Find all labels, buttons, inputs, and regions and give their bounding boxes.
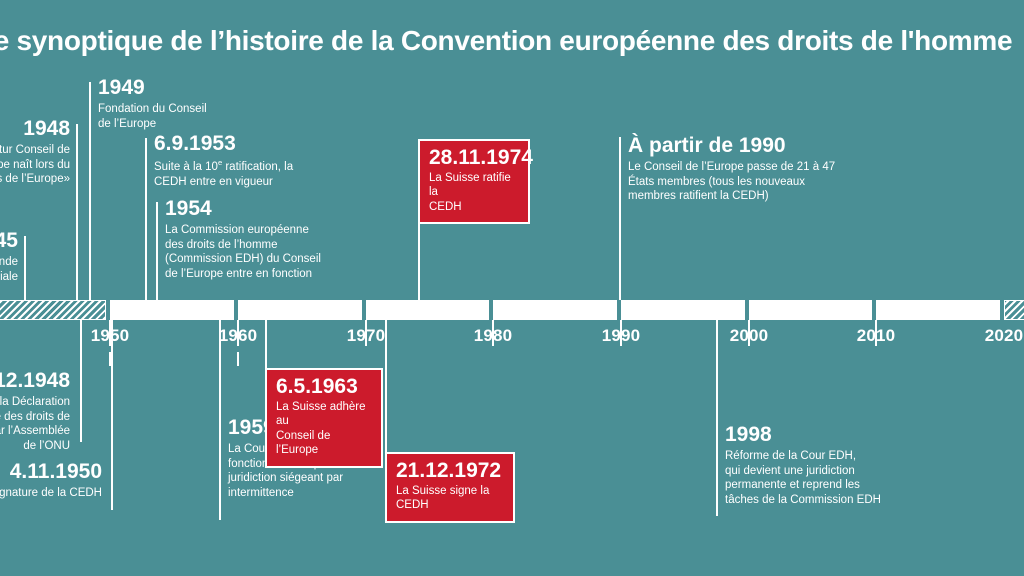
- axis-label-2000: 2000: [729, 326, 769, 345]
- event-1948-year: 1948: [23, 117, 70, 140]
- axis-tick-2010: [875, 320, 877, 346]
- axis-segment-2010s: [876, 300, 1000, 320]
- event-1972: 21.12.1972 La Suisse signe la CEDH: [385, 452, 515, 523]
- axis-label-1990: 1990: [601, 326, 641, 345]
- event-1972-desc: La Suisse signe la CEDH: [396, 485, 490, 512]
- event-1948-desc: futur Conseil de rope naît lors du rès d…: [0, 144, 70, 186]
- event-1990-desc: Le Conseil de l’Europe passe de 21 à 47 …: [628, 161, 836, 203]
- axis-segment-1980s: [493, 300, 617, 320]
- axis-label-2010: 2010: [856, 326, 896, 345]
- stem-1974: [418, 196, 420, 300]
- stem-1949: [89, 82, 91, 300]
- timeline-axis: [0, 300, 1024, 320]
- axis-segment-pre1950: [0, 300, 106, 320]
- event-1953-desc-post: ratification, la CEDH entre en vigueur: [154, 160, 294, 188]
- event-1950-signature-desc: Signature de la CEDH: [0, 487, 102, 500]
- event-1953-desc-pre: Suite à la 10: [154, 160, 218, 173]
- event-1948-december-year: .12.1948: [0, 369, 70, 392]
- axis-tick-1950: [109, 320, 111, 346]
- event-1953-desc: Suite à la 10e ratification, la CEDH ent…: [154, 158, 384, 189]
- event-1954-year: 1954: [165, 197, 212, 220]
- axis-segment-1950s: [110, 300, 234, 320]
- axis-segment-1990s: [621, 300, 745, 320]
- axis-label-1960: 1960: [218, 326, 258, 345]
- event-1950-signature-year: 4.11.1950: [9, 460, 102, 483]
- event-1998-year: 1998: [725, 423, 772, 446]
- stem-1948: [76, 124, 78, 300]
- event-1945: 945 Seconde ondiale: [0, 229, 18, 284]
- event-1974-desc: La Suisse ratifie la CEDH: [429, 172, 511, 213]
- stem-1953: [145, 138, 147, 300]
- stem-1954: [156, 202, 158, 300]
- axis-tick-1980: [492, 320, 494, 346]
- event-1998: 1998 Réforme de la Cour EDH, qui devient…: [725, 423, 935, 508]
- axis-tick-1960: [237, 320, 239, 346]
- event-1974: 28.11.1974 La Suisse ratifie la CEDH: [418, 139, 533, 225]
- axis-segment-2000s: [749, 300, 872, 320]
- axis-tick-1950-lower: [109, 352, 111, 366]
- stem-1959: [219, 320, 221, 520]
- axis-label-2020: 2020: [984, 326, 1024, 345]
- stem-1963: [265, 320, 267, 368]
- event-1963-desc: La Suisse adhère au Conseil de l’Europe: [276, 401, 366, 457]
- event-1963-year: 6.5.1963: [276, 375, 358, 398]
- event-1954-desc: La Commission européenne des droits de l…: [165, 224, 321, 281]
- event-1949-desc: Fondation du Conseil de l’Europe: [98, 103, 207, 130]
- axis-tick-2000: [748, 320, 750, 346]
- event-1963: 6.5.1963 La Suisse adhère au Conseil de …: [265, 368, 383, 468]
- event-1990-year: À partir de 1990: [628, 134, 786, 157]
- event-1953-desc-ordinal: e: [217, 158, 223, 168]
- event-1953: 6.9.1953 Suite à la 10e ratification, la…: [154, 132, 384, 189]
- axis-tick-1990: [620, 320, 622, 346]
- page-title: e synoptique de l’histoire de la Convent…: [0, 25, 1013, 56]
- stem-1990: [619, 137, 621, 300]
- event-1945-desc: Seconde ondiale: [0, 256, 18, 283]
- axis-segment-post2020: [1004, 300, 1024, 320]
- stem-1948-december: [80, 320, 82, 442]
- axis-segment-1960s: [238, 300, 362, 320]
- event-1949: 1949 Fondation du Conseil de l’Europe: [98, 76, 298, 131]
- event-1950-signature: 4.11.1950 Signature de la CEDH: [0, 460, 102, 501]
- stem-1945: [24, 236, 26, 300]
- axis-tick-1960-lower: [237, 352, 239, 366]
- event-1954: 1954 La Commission européenne des droits…: [165, 197, 405, 282]
- event-1972-year: 21.12.1972: [396, 459, 502, 482]
- event-1953-year: 6.9.1953: [154, 132, 236, 155]
- axis-label-1950: 1950: [90, 326, 130, 345]
- event-1949-year: 1949: [98, 76, 145, 99]
- event-1974-year: 28.11.1974: [429, 146, 533, 169]
- event-1990: À partir de 1990 Le Conseil de l’Europe …: [628, 134, 858, 204]
- event-1945-year: 945: [0, 229, 18, 252]
- stem-1998: [716, 320, 718, 516]
- event-1998-desc: Réforme de la Cour EDH, qui devient une …: [725, 450, 881, 507]
- axis-label-1980: 1980: [473, 326, 513, 345]
- event-1948: 1948 futur Conseil de rope naît lors du …: [0, 117, 70, 187]
- stem-1950-signature: [111, 320, 113, 510]
- event-1948-december-desc: de la Déclaration lle des droits de par …: [0, 396, 70, 453]
- event-1948-december: .12.1948 de la Déclaration lle des droit…: [0, 369, 70, 454]
- stem-1972: [385, 320, 387, 452]
- axis-tick-1970: [365, 320, 367, 346]
- axis-segment-1970s: [366, 300, 489, 320]
- axis-label-1970: 1970: [346, 326, 386, 345]
- event-1959-year: 1959: [228, 416, 275, 439]
